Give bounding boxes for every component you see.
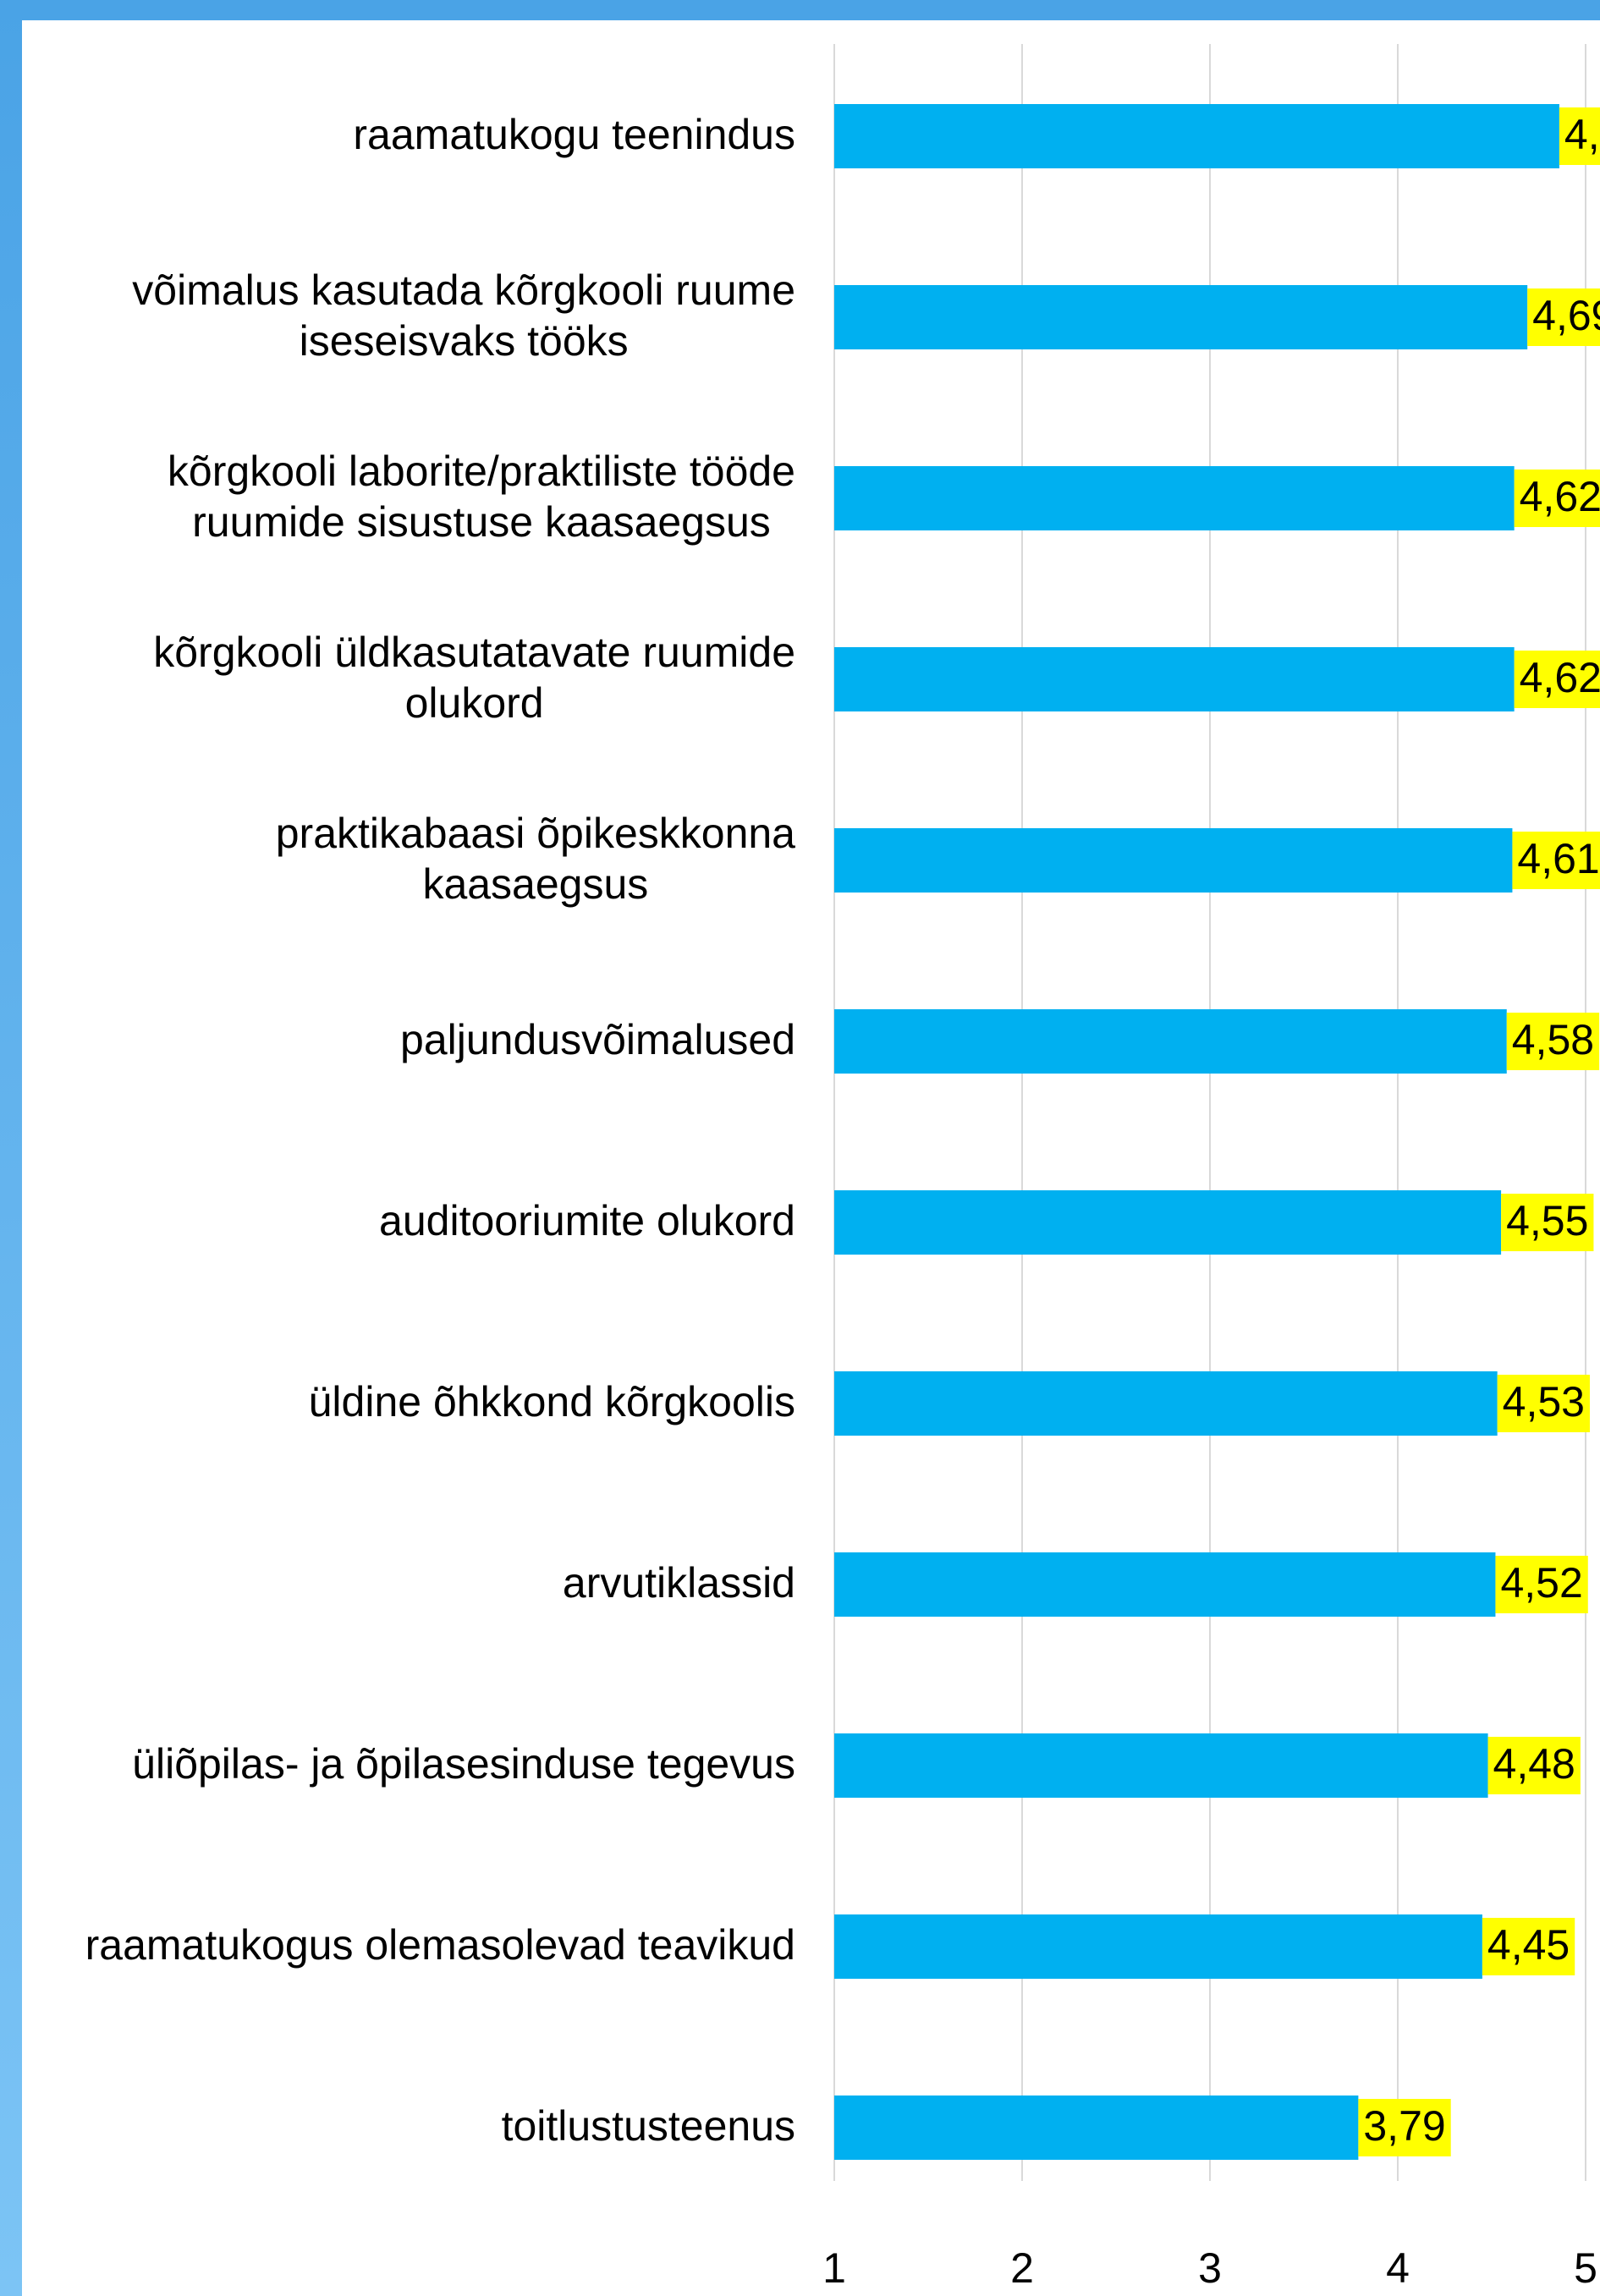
bar (834, 466, 1515, 530)
value-label-background (1495, 1556, 1588, 1613)
value-label-background (1506, 1013, 1600, 1070)
bar (834, 1009, 1507, 1074)
value-label: 4,58 (1512, 1016, 1594, 1063)
value-label-background (1497, 1375, 1590, 1432)
bar (834, 2096, 1359, 2160)
category-label: üliõpilas- ja õpilasesinduse tegevus (132, 1740, 795, 1788)
bar (834, 1552, 1496, 1617)
value-label-background (1514, 651, 1600, 708)
x-tick-label: 4 (1386, 2244, 1410, 2292)
category-label: raamatukogus olemasolevad teavikud (85, 1921, 795, 1969)
x-tick-label: 1 (822, 2244, 846, 2292)
bar (834, 828, 1513, 893)
category-label: kõrgkooli laborite/praktiliste tööde (168, 448, 795, 495)
category-label: iseseisvaks tööks (300, 317, 629, 365)
value-label-background (1527, 288, 1600, 346)
bar (834, 104, 1559, 168)
bar (834, 1371, 1498, 1436)
value-label: 4,61 (1517, 835, 1599, 882)
bar (834, 285, 1528, 349)
bar (834, 1733, 1488, 1798)
x-tick-label: 2 (1010, 2244, 1034, 2292)
category-label: praktikabaasi õpikeskkonna (276, 810, 795, 857)
category-label: üldine õhkkond kõrgkoolis (309, 1378, 795, 1425)
value-label-background (1358, 2099, 1451, 2156)
value-label: 4,69 (1532, 292, 1600, 339)
category-label: kõrgkooli üldkasutatavate ruumide (153, 629, 795, 676)
value-label: 4,62 (1520, 654, 1600, 701)
value-label: 4,86 (1564, 111, 1600, 158)
value-label: 4,55 (1506, 1197, 1588, 1244)
category-label: ruumide sisustuse kaasaegsus (192, 498, 771, 546)
value-label: 4,62 (1520, 473, 1600, 520)
category-label: toitlustusteenus (502, 2102, 795, 2150)
x-tick-label: 5 (1574, 2244, 1597, 2292)
category-label: kaasaegsus (422, 860, 648, 908)
value-label-background (1559, 107, 1600, 165)
value-label-background (1501, 1194, 1594, 1251)
value-label: 4,52 (1500, 1559, 1582, 1607)
bar (834, 1914, 1482, 1979)
value-label: 4,48 (1493, 1740, 1575, 1788)
bar (834, 1190, 1502, 1255)
bar (834, 647, 1515, 711)
value-label: 4,45 (1487, 1921, 1570, 1969)
category-label: paljundusvõimalused (400, 1016, 795, 1063)
category-label: raamatukogu teenindus (353, 111, 795, 158)
category-label: auditooriumite olukord (379, 1197, 795, 1244)
value-label-background (1512, 832, 1600, 889)
value-label: 3,79 (1363, 2102, 1445, 2150)
x-tick-label: 3 (1198, 2244, 1222, 2292)
value-label: 4,53 (1503, 1378, 1585, 1425)
category-label: olukord (405, 679, 544, 727)
value-label-background (1514, 470, 1600, 527)
category-label: arvutiklassid (563, 1559, 795, 1607)
value-label-background (1487, 1737, 1581, 1794)
value-label-background (1482, 1918, 1575, 1975)
category-label: võimalus kasutada kõrgkooli ruume (132, 266, 795, 314)
